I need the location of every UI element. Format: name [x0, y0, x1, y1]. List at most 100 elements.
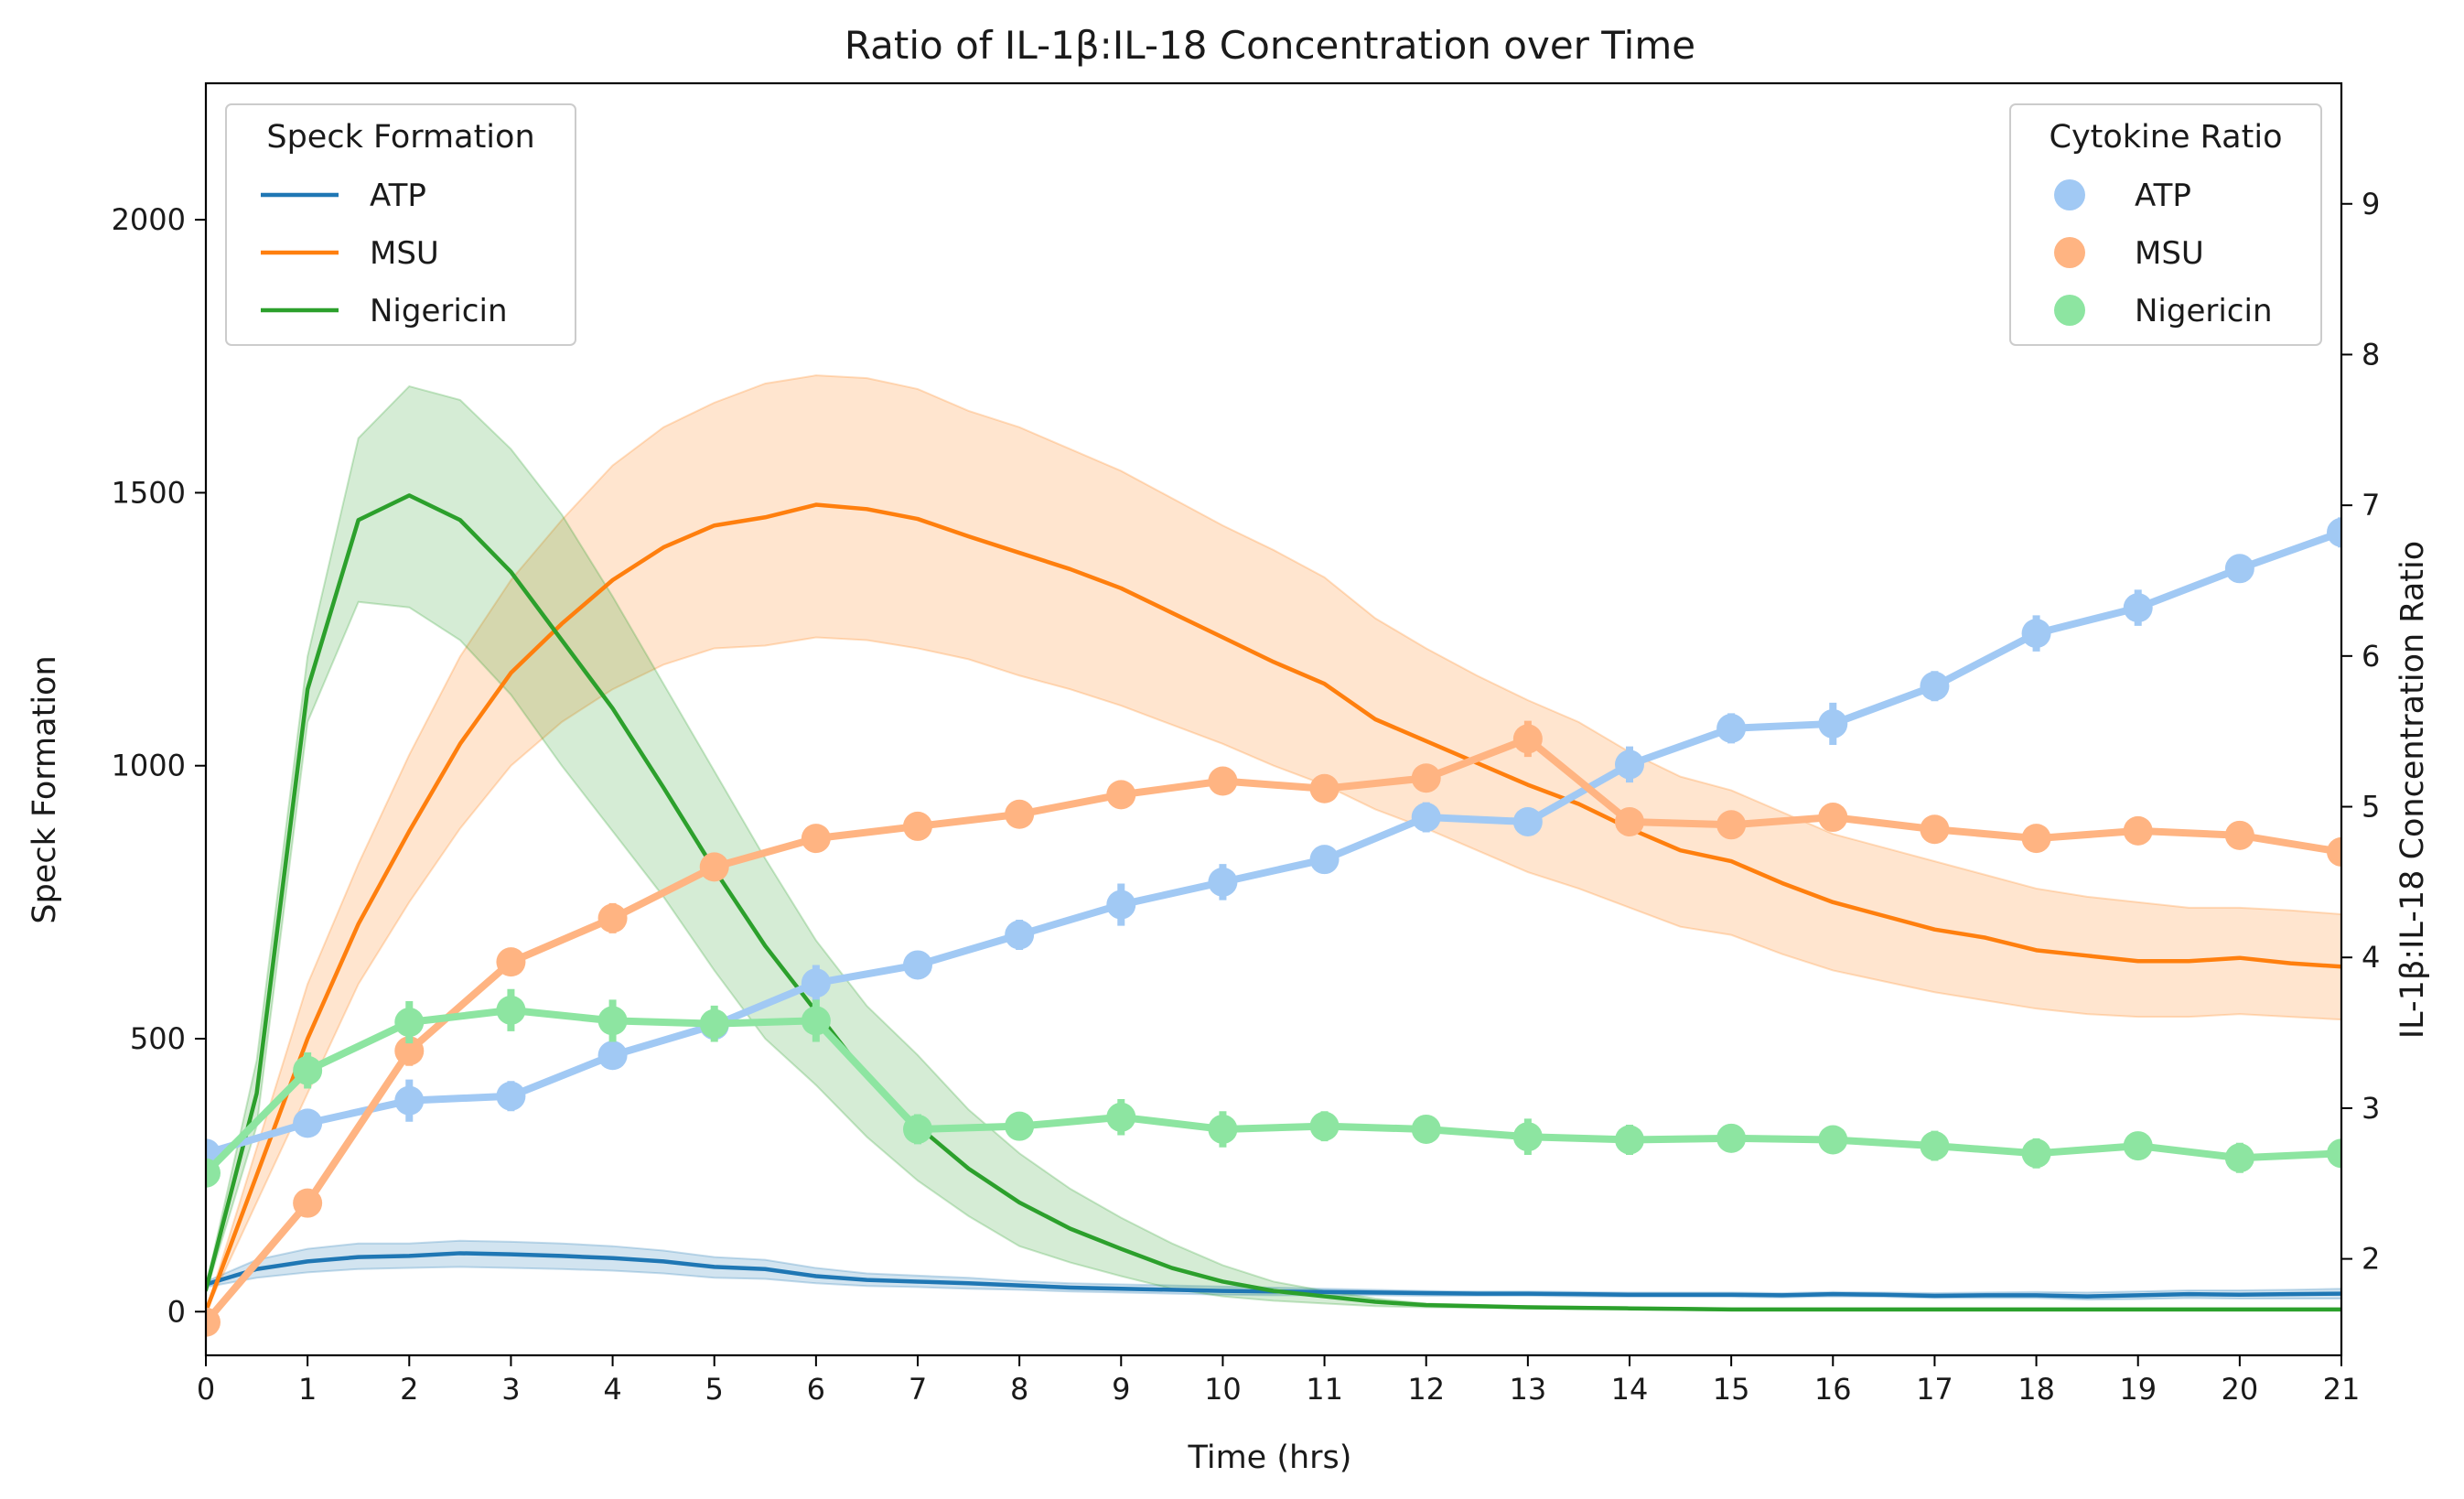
- legend-label-nigericin: Nigericin: [370, 293, 508, 329]
- y-tick-label-right: 8: [2362, 337, 2380, 372]
- x-tick-label: 5: [705, 1372, 724, 1407]
- ratio-point-atp: [1818, 708, 1848, 739]
- y-tick-label-right: 7: [2362, 488, 2380, 523]
- ratio-point-msu: [1309, 773, 1340, 803]
- ratio-point-nigericin: [2123, 1131, 2153, 1161]
- legend-frame: [2009, 103, 2322, 346]
- ratio-point-atp: [1106, 890, 1136, 920]
- ratio-point-nigericin: [496, 995, 526, 1025]
- x-tick-label: 16: [1814, 1372, 1852, 1407]
- speck-line-msu: [206, 502, 2341, 1314]
- ratio-point-msu: [597, 903, 628, 933]
- ratio-point-atp: [1512, 806, 1543, 836]
- ratio-point-nigericin: [1512, 1122, 1543, 1152]
- x-tick-label: 14: [1611, 1372, 1649, 1407]
- ratio-point-msu: [1005, 799, 1035, 829]
- x-tick-label: 6: [807, 1372, 825, 1407]
- x-tick-label: 2: [400, 1372, 418, 1407]
- ratio-point-msu: [699, 852, 729, 882]
- y-tick-label-right: 6: [2362, 639, 2380, 674]
- ratio-line-nigericin: [206, 1006, 2341, 1177]
- ratio-point-msu: [1716, 810, 1747, 840]
- ratio-line-atp: [206, 528, 2341, 1158]
- ratio-point-msu: [394, 1036, 425, 1066]
- y-axis-label-right: IL-1β:IL-18 Concentration Ratio: [2394, 541, 2431, 1039]
- ratio-point-nigericin: [1920, 1131, 1950, 1161]
- ratio-point-atp: [2327, 517, 2341, 547]
- legend-label-atp: ATP: [370, 178, 426, 214]
- ratio-point-msu: [801, 824, 831, 854]
- y-tick-label-left: 0: [167, 1294, 186, 1329]
- ratio-point-nigericin: [2327, 1138, 2341, 1169]
- ratio-series-nigericin: [206, 988, 2341, 1188]
- x-tick-label: 0: [197, 1372, 215, 1407]
- ratio-point-nigericin: [2021, 1138, 2051, 1169]
- x-axis-label: Time (hrs): [1188, 1440, 1352, 1476]
- plot-frame: [204, 81, 2343, 1357]
- legend-label-nigericin: Nigericin: [2135, 293, 2273, 329]
- ratio-point-atp: [597, 1041, 628, 1071]
- speck-line-nigericin: [206, 493, 2341, 1312]
- y-tick-label-right: 5: [2362, 790, 2380, 825]
- speck-band-msu: [206, 374, 2341, 1312]
- legend-label-atp: ATP: [2135, 178, 2191, 214]
- ratio-series-msu: [206, 720, 2341, 1337]
- plot-area: [206, 374, 2341, 1337]
- ratio-point-nigericin: [699, 1008, 729, 1039]
- ratio-point-atp: [394, 1085, 425, 1116]
- legend-cytokine-ratio: Cytokine Ratio ATP MSU Nigericin: [2009, 103, 2322, 346]
- ratio-point-atp: [1920, 671, 1950, 701]
- ratio-point-nigericin: [206, 1158, 221, 1188]
- plot-content: [206, 374, 2341, 1337]
- ratio-point-msu: [903, 811, 932, 841]
- legend-marker-msu: [2054, 237, 2085, 268]
- x-tick-label: 10: [1204, 1372, 1242, 1407]
- ratio-point-atp: [1005, 920, 1035, 950]
- ratio-point-atp: [1716, 713, 1747, 743]
- legend-label-msu: MSU: [2135, 235, 2204, 272]
- y-axis-label-left: Speck Formation: [27, 655, 63, 923]
- ratio-point-atp: [1615, 750, 1644, 780]
- ratio-point-msu: [2021, 824, 2051, 854]
- x-tick-label: 9: [1112, 1372, 1130, 1407]
- ratio-line-msu: [206, 735, 2341, 1326]
- ratio-point-nigericin: [1615, 1125, 1644, 1155]
- ratio-point-msu: [1818, 803, 1848, 833]
- legend-title: Speck Formation: [266, 119, 534, 156]
- ratio-point-atp: [801, 968, 831, 998]
- x-tick-label: 19: [2119, 1372, 2157, 1407]
- ratio-point-atp: [1411, 803, 1441, 833]
- y-tick-label-right: 2: [2362, 1242, 2380, 1277]
- ratio-point-msu: [293, 1188, 323, 1218]
- y-tick-label-left: 1500: [112, 475, 186, 510]
- y-tick-label-left: 2000: [112, 202, 186, 237]
- ratio-point-atp: [293, 1108, 323, 1138]
- chart-title: Ratio of IL-1β:IL-18 Concentration over …: [845, 23, 1695, 68]
- ratio-point-nigericin: [801, 1006, 831, 1036]
- ratio-point-nigericin: [1005, 1111, 1035, 1141]
- ratio-point-nigericin: [597, 1006, 628, 1036]
- ratio-point-msu: [1512, 724, 1543, 754]
- ratio-point-nigericin: [1411, 1114, 1441, 1144]
- speck-band-nigericin: [206, 384, 2341, 1312]
- y-tick-label-left: 500: [130, 1021, 186, 1056]
- x-tick-label: 3: [501, 1372, 520, 1407]
- ratio-point-msu: [496, 947, 526, 977]
- ratio-point-nigericin: [293, 1055, 323, 1085]
- ratio-point-atp: [496, 1081, 526, 1111]
- ratio-point-nigericin: [1309, 1111, 1340, 1141]
- x-tick-label: 7: [909, 1372, 927, 1407]
- x-tick-label: 4: [603, 1372, 621, 1407]
- ratio-point-atp: [2123, 593, 2153, 623]
- y-tick-label-right: 9: [2362, 187, 2380, 221]
- x-tick-label: 15: [1713, 1372, 1750, 1407]
- y-tick-label-right: 3: [2362, 1091, 2380, 1126]
- ratio-point-msu: [1920, 814, 1950, 845]
- ratio-point-nigericin: [394, 1008, 425, 1038]
- ratio-point-nigericin: [1208, 1114, 1238, 1144]
- legend-speck-formation: Speck Formation ATP MSU Nigericin: [225, 103, 576, 346]
- x-tick-label: 13: [1509, 1372, 1546, 1407]
- ratio-point-atp: [903, 950, 932, 980]
